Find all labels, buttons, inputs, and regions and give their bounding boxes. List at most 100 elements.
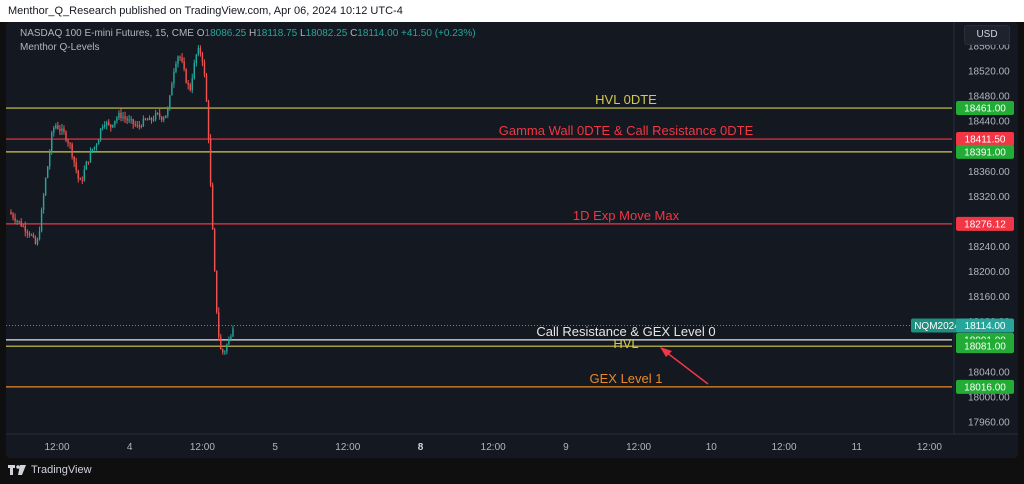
candle-body bbox=[34, 236, 37, 244]
symbol-tag-badge bbox=[911, 318, 963, 333]
high-label: H bbox=[249, 28, 257, 39]
price-tick-label: 18440.00 bbox=[968, 117, 1010, 128]
candle-body bbox=[185, 69, 187, 83]
publisher-text: Menthor_Q_Research published on TradingV… bbox=[8, 5, 403, 17]
candle-body bbox=[171, 83, 173, 96]
time-tick-label: 12:00 bbox=[481, 442, 506, 453]
candle-body bbox=[181, 57, 183, 62]
candle-body bbox=[83, 169, 86, 181]
time-tick-label: 8 bbox=[418, 442, 424, 453]
candle-body bbox=[144, 118, 147, 120]
level-price-badge-text: 18411.50 bbox=[965, 135, 1006, 146]
candle-body bbox=[38, 231, 41, 240]
candle-body bbox=[224, 351, 226, 353]
level-lines: HVL 0DTE Gamma Wall 0DTE & Call Resistanc… bbox=[6, 92, 952, 388]
candle-body bbox=[53, 128, 55, 133]
time-tick-label: 10 bbox=[706, 442, 718, 453]
candle-body bbox=[175, 63, 177, 72]
brand-name: TradingView bbox=[31, 464, 92, 476]
time-axis[interactable]: 12:00 4 12:00 5 12:00 8 12:00 9 12:00 10 12:00 11 12… bbox=[6, 433, 1018, 453]
candle-body bbox=[97, 139, 100, 145]
candle-body bbox=[48, 152, 51, 167]
candle-body bbox=[140, 126, 143, 128]
level-price-badge-text: 18081.00 bbox=[964, 342, 1006, 353]
candle-body bbox=[189, 84, 191, 91]
candle-body bbox=[158, 113, 161, 117]
candle-body bbox=[55, 125, 57, 129]
candle-body bbox=[136, 124, 138, 126]
candle-body bbox=[65, 131, 67, 141]
candle-body bbox=[191, 78, 193, 91]
level-price-badge-text: 18276.12 bbox=[964, 219, 1006, 230]
candle-body bbox=[81, 179, 84, 181]
candle-body bbox=[18, 220, 20, 222]
candle-body bbox=[59, 128, 61, 131]
candle-body bbox=[199, 48, 202, 54]
candle-body bbox=[116, 117, 118, 121]
candle-body bbox=[30, 234, 33, 236]
candle-body bbox=[228, 338, 230, 345]
arrow-head bbox=[660, 347, 672, 357]
candle-body bbox=[46, 166, 49, 179]
candle-body bbox=[211, 184, 214, 230]
candle-body bbox=[22, 226, 24, 228]
candle-body bbox=[63, 128, 65, 132]
indicator-name[interactable]: Menthor Q-Levels bbox=[20, 42, 100, 53]
candle-body bbox=[93, 146, 96, 149]
level-price-badge bbox=[956, 216, 1014, 231]
candle-body bbox=[61, 128, 63, 131]
candle-body bbox=[73, 156, 75, 163]
price-tick-label: 18040.00 bbox=[968, 367, 1010, 378]
candle-body bbox=[193, 63, 196, 79]
legend-line-1: NASDAQ 100 E-mini Futures, 15, CME O1808… bbox=[20, 27, 476, 41]
time-tick-label: 11 bbox=[852, 442, 863, 453]
time-tick-label: 4 bbox=[127, 442, 133, 453]
price-tick-label: 17960.00 bbox=[968, 418, 1010, 429]
level-price-badge-text: 18391.00 bbox=[964, 147, 1006, 158]
currency-button[interactable]: USD bbox=[964, 25, 1010, 45]
time-tick-label: 12:00 bbox=[917, 442, 942, 453]
candle-body bbox=[128, 119, 130, 121]
candle-body bbox=[40, 209, 43, 232]
candle-body bbox=[14, 217, 16, 221]
candle-body bbox=[20, 221, 22, 227]
candle-body bbox=[67, 140, 69, 144]
candle-body bbox=[197, 48, 200, 55]
price-badges: 18461.0018411.5018391.0018276.1218091.00… bbox=[911, 101, 1014, 394]
price-tick-label: 18560.00 bbox=[968, 42, 1010, 53]
level-price-badge bbox=[956, 144, 1014, 159]
candle-body bbox=[230, 336, 232, 339]
time-tick-label: 5 bbox=[272, 442, 278, 453]
chart-frame[interactable]: HVL 0DTE Gamma Wall 0DTE & Call Resistanc… bbox=[6, 22, 1018, 458]
level-label: GEX Level 1 bbox=[590, 371, 663, 386]
candle-body bbox=[108, 122, 110, 125]
candle-body bbox=[213, 229, 216, 271]
tradingview-logo[interactable]: TradingView bbox=[8, 464, 92, 476]
candle-body bbox=[169, 95, 171, 109]
price-chart[interactable]: HVL 0DTE Gamma Wall 0DTE & Call Resistanc… bbox=[6, 22, 1018, 458]
candle-body bbox=[154, 113, 157, 120]
candle-body bbox=[134, 124, 136, 126]
candle-body bbox=[122, 116, 124, 118]
price-tick-label: 18000.00 bbox=[968, 392, 1010, 403]
time-tick-label: 9 bbox=[563, 442, 569, 453]
candle-body bbox=[85, 161, 88, 170]
time-tick-label: 12:00 bbox=[626, 442, 651, 453]
candle-body bbox=[12, 214, 14, 218]
candle-body bbox=[218, 312, 220, 337]
low-label: L bbox=[300, 28, 306, 39]
candle-body bbox=[10, 212, 12, 215]
low-value: 18082.25 bbox=[305, 28, 348, 39]
symbol-tag-text: NQM2024 bbox=[914, 321, 960, 332]
candle-body bbox=[126, 118, 128, 121]
arrow-shaft bbox=[665, 351, 709, 385]
high-value: 18118.75 bbox=[256, 28, 298, 39]
price-tick-label: 18200.00 bbox=[968, 267, 1010, 278]
candle-body bbox=[220, 336, 222, 350]
candle-body bbox=[215, 270, 218, 313]
open-value: 18086.25 bbox=[204, 28, 247, 39]
candle-body bbox=[165, 115, 167, 118]
candle-body bbox=[226, 344, 228, 352]
footer: TradingView bbox=[0, 458, 1024, 484]
time-tick-label: 12:00 bbox=[190, 442, 215, 453]
